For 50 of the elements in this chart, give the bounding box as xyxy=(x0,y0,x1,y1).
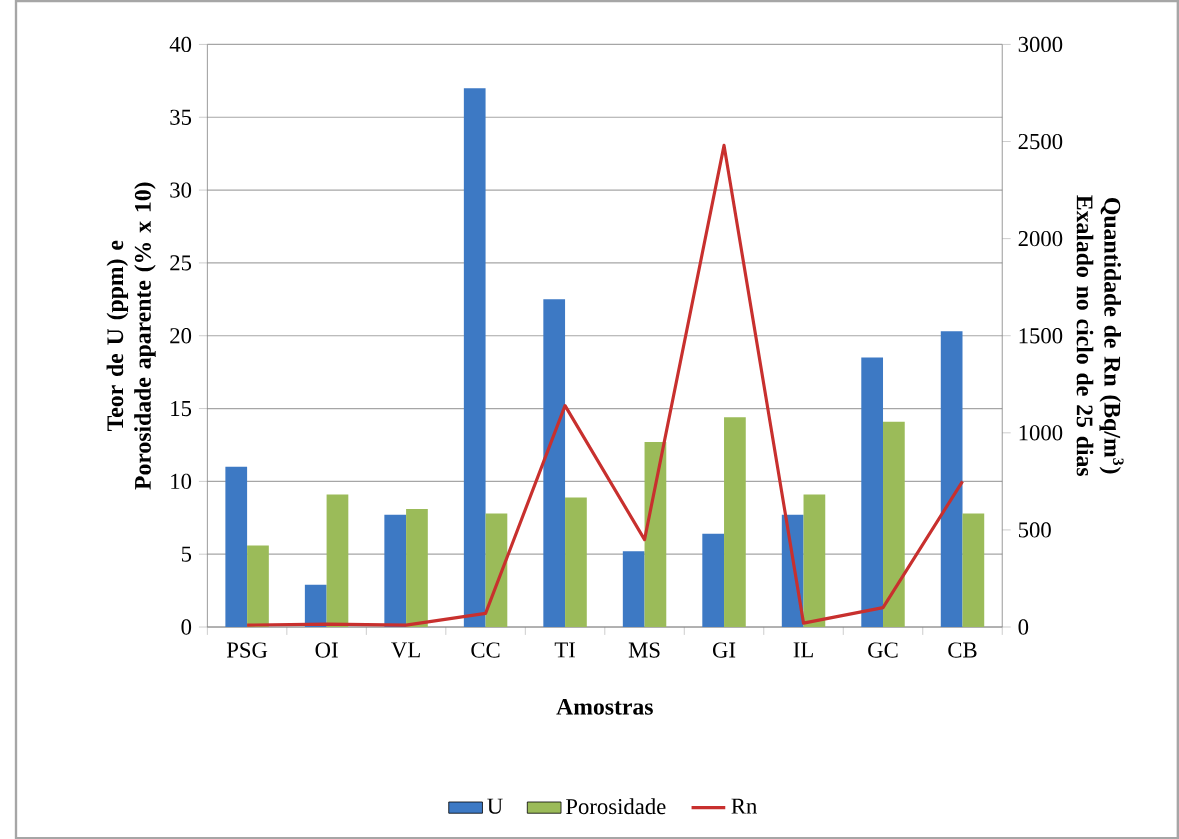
bar xyxy=(940,331,963,627)
bar xyxy=(962,513,985,627)
bar xyxy=(463,87,486,627)
y-tick-label: 35 xyxy=(170,109,192,125)
y-tick-label: 25 xyxy=(170,255,192,271)
bar xyxy=(702,533,725,627)
legend-label: Porosidade xyxy=(566,798,666,815)
bar xyxy=(803,494,826,627)
line-series xyxy=(245,143,965,627)
y-tick-label: 40 xyxy=(169,36,192,52)
bar xyxy=(485,513,508,627)
bar xyxy=(543,299,566,627)
x-tick-label: OI xyxy=(315,642,338,658)
bar xyxy=(622,551,645,627)
y-tick-label: 5 xyxy=(181,546,192,562)
bar xyxy=(326,494,349,627)
x-tick-label: IL xyxy=(793,642,813,658)
x-tick-label: VL xyxy=(391,642,420,658)
bar xyxy=(225,466,248,627)
x-tick-label: TI xyxy=(554,642,575,658)
bar xyxy=(724,417,746,627)
y2-tick-label: 2000 xyxy=(1018,230,1063,247)
legend-label: Rn xyxy=(731,798,757,814)
y-axis-title: Teor de U (ppm) e Porosidade aparente (% x 10) xyxy=(106,182,156,490)
bar xyxy=(406,508,428,627)
x-tick-label: CC xyxy=(471,642,500,658)
y2-tick-label: 500 xyxy=(1018,522,1051,538)
bar xyxy=(565,497,587,627)
y-tick-label: 20 xyxy=(170,327,192,344)
y2-tick-label: 1500 xyxy=(1019,327,1063,344)
y-tick-label: 15 xyxy=(171,400,192,416)
bar xyxy=(247,545,269,627)
y-tick-label: 30 xyxy=(170,182,192,198)
y-tick-label: 10 xyxy=(171,473,192,489)
y2-tick-label: 1000 xyxy=(1019,425,1063,441)
x-tick-label: MS xyxy=(628,642,660,658)
x-tick-label: GI xyxy=(712,642,736,658)
bar xyxy=(861,357,884,627)
legend-label: U xyxy=(487,798,503,814)
bar xyxy=(883,421,905,627)
y2-tick-label: 0 xyxy=(1018,619,1029,635)
x-tick-label: GC xyxy=(868,642,898,658)
bar xyxy=(384,514,407,627)
x-axis-title: Amostras xyxy=(556,698,653,715)
x-tick-label: CB xyxy=(948,642,977,658)
x-tick-label: PSG xyxy=(226,642,268,658)
y2-tick-label: 3000 xyxy=(1018,36,1063,52)
y2-tick-label: 2500 xyxy=(1018,133,1063,150)
y-tick-label: 0 xyxy=(181,619,192,635)
bar xyxy=(304,584,327,627)
